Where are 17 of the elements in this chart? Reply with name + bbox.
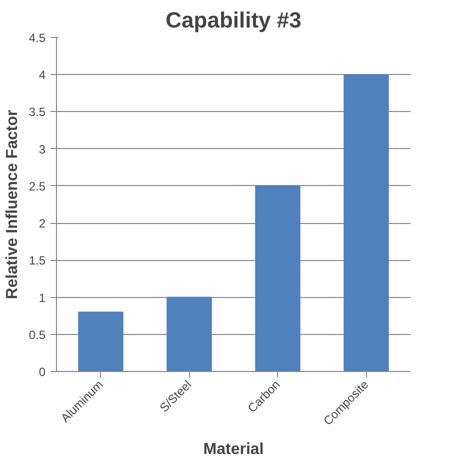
y-tick-label: 4 (38, 68, 46, 82)
y-tick-label: 0.5 (28, 328, 46, 342)
y-tick-label: 3.5 (28, 105, 46, 120)
y-tick-label: 3 (38, 142, 46, 156)
y-tick-label: 1 (38, 290, 46, 305)
bar (255, 185, 300, 372)
bar (344, 74, 389, 372)
y-tick-label: 2.5 (28, 179, 46, 194)
y-tick-label: 1.5 (28, 254, 46, 268)
bar (78, 312, 124, 372)
y-axis-title: Relative Influence Factor (4, 110, 21, 300)
y-tick-label: 4.5 (28, 31, 46, 45)
x-axis-title: Material (203, 440, 264, 458)
y-tick-label: 2 (38, 216, 46, 231)
bar (166, 296, 212, 372)
chart-title: Capability #3 (166, 8, 302, 32)
y-tick-label: 0 (38, 365, 46, 379)
